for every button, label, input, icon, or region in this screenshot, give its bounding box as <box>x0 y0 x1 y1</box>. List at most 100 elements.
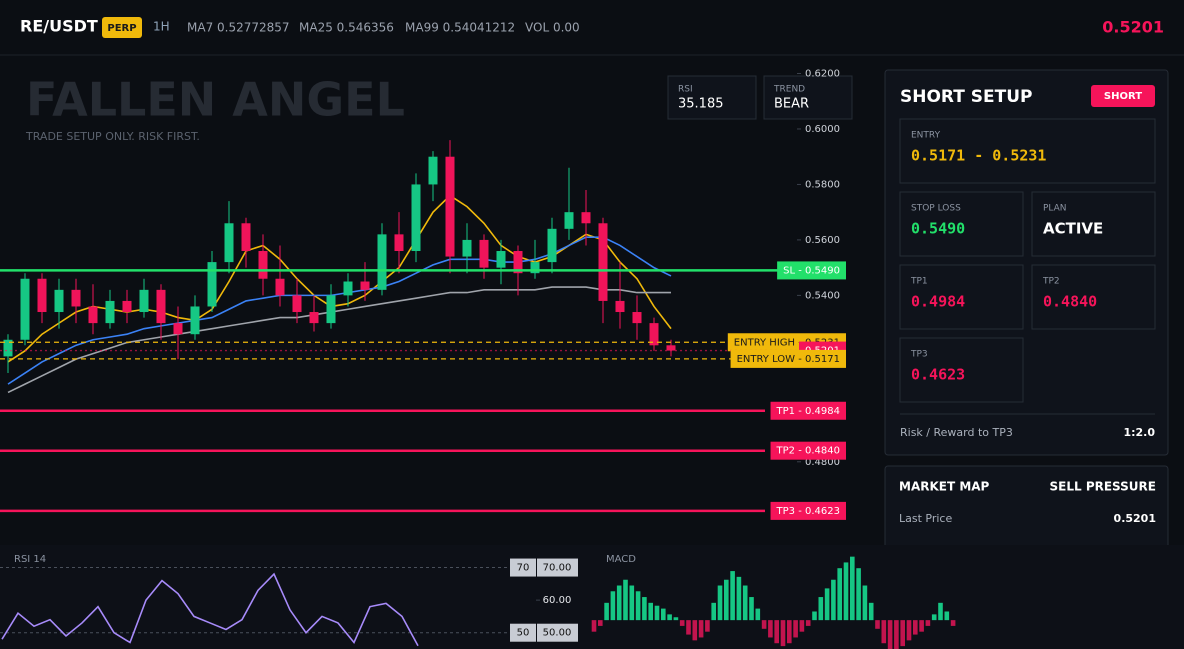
macd-bar <box>768 620 773 638</box>
level-label: SL - 0.5490 <box>783 265 840 276</box>
stat-label: TREND <box>773 85 805 95</box>
rsi-tag-label: 70 <box>517 563 530 574</box>
candle-body <box>105 300 115 324</box>
candle-body <box>173 323 183 335</box>
market-label: Last Price <box>899 512 952 525</box>
macd-bar <box>679 620 685 626</box>
macd-bar <box>654 605 660 621</box>
y-tick-label: 0.5400 <box>805 290 840 301</box>
candle-body <box>224 223 234 263</box>
stat-box <box>667 75 757 120</box>
macd-bar <box>591 620 597 632</box>
y-tick-label: 0.5600 <box>805 235 840 246</box>
chart-title: FALLEN ANGEL <box>26 73 405 127</box>
level-label: TP2 - 0.4840 <box>776 446 840 457</box>
market-title: MARKET MAP <box>899 480 990 494</box>
candle-body <box>241 223 251 252</box>
macd-bar <box>900 620 905 647</box>
macd-bar <box>894 620 899 649</box>
candle-body <box>462 239 472 257</box>
candle-body <box>71 289 81 307</box>
level-tag <box>770 501 846 520</box>
field-value: 0.5490 <box>911 220 965 238</box>
macd-bar <box>793 620 798 638</box>
macd-bar <box>906 620 912 641</box>
candle-body <box>292 295 302 313</box>
candle-body <box>326 295 336 324</box>
candle-body <box>258 251 268 279</box>
macd-bar <box>610 591 616 621</box>
macd-bar <box>925 620 931 626</box>
field-value: 0.4623 <box>911 366 965 384</box>
field-value: 0.5171 - 0.5231 <box>911 147 1046 165</box>
macd-bar <box>919 620 924 632</box>
candle-body <box>649 323 659 346</box>
rr-label: Risk / Reward to TP3 <box>900 426 1013 439</box>
candle-body <box>598 223 608 301</box>
y-tick-bg <box>537 558 578 577</box>
macd-bar <box>742 585 748 621</box>
y-tick-label: 70.00 <box>543 563 572 574</box>
macd-bar <box>616 585 622 621</box>
macd-bar <box>598 620 603 626</box>
candle-body <box>275 278 285 296</box>
rsi-line <box>1 572 419 647</box>
macd-bar <box>843 562 849 621</box>
candle-body <box>37 278 47 313</box>
y-tick-label: 0.6200 <box>805 69 840 80</box>
y-tick-label: 0.6000 <box>805 124 840 135</box>
macd-bar <box>755 608 761 621</box>
candle-body <box>20 278 30 340</box>
macd-bar <box>931 614 937 621</box>
candle-body <box>666 345 676 351</box>
candle-body <box>190 306 200 335</box>
chart-subtitle: TRADE SETUP ONLY. RISK FIRST. <box>25 130 200 143</box>
macd-bar <box>881 620 887 644</box>
candle-body <box>513 251 523 274</box>
macd-bar <box>780 620 786 647</box>
macd-bar <box>812 611 817 621</box>
y-tick-label: 50.00 <box>543 628 572 639</box>
interval[interactable]: 1H <box>153 20 170 34</box>
macd-bar <box>604 602 609 621</box>
indicator-area-cover <box>0 545 1184 649</box>
macd-bar <box>635 591 641 621</box>
symbol: RE/USDT <box>20 17 98 36</box>
macd-bar <box>862 585 868 621</box>
candle-body <box>632 312 642 324</box>
candle-body <box>428 156 438 185</box>
macd-bar <box>736 576 742 621</box>
field-value: 0.4984 <box>911 293 965 311</box>
tp-box <box>899 264 1024 330</box>
rsi-tag <box>510 623 536 642</box>
market-status: SELL PRESSURE <box>1050 480 1156 494</box>
tp-box <box>1031 264 1156 330</box>
macd-bar <box>950 620 956 626</box>
candle-body <box>394 234 404 252</box>
indicator: MA99 0.54041212 <box>405 21 515 35</box>
macd-bar <box>642 597 647 621</box>
macd-bar <box>774 620 779 644</box>
last-price: 0.5201 <box>1102 18 1164 37</box>
candle-body <box>547 228 557 263</box>
indicator: VOL 0.00 <box>525 21 580 35</box>
macd-bar <box>730 571 735 621</box>
macd-bar <box>938 602 943 621</box>
candle-body <box>530 262 540 274</box>
stat-value: 35.185 <box>678 97 724 112</box>
level-label: TP1 - 0.4984 <box>776 406 840 417</box>
candle-body <box>54 289 64 313</box>
macd-bar <box>856 568 861 621</box>
candle-body <box>309 312 319 324</box>
macd-bar <box>799 620 805 632</box>
level-label: ENTRY LOW - 0.5171 <box>737 354 840 365</box>
macd-bar <box>749 597 754 621</box>
macd-bar <box>711 602 716 621</box>
candle-body <box>377 234 387 290</box>
macd-bar <box>667 614 672 621</box>
field-label: TP3 <box>910 350 928 360</box>
macd-bar <box>717 585 723 621</box>
y-tick-label: 0.4800 <box>805 457 840 468</box>
macd-bar <box>887 620 893 649</box>
